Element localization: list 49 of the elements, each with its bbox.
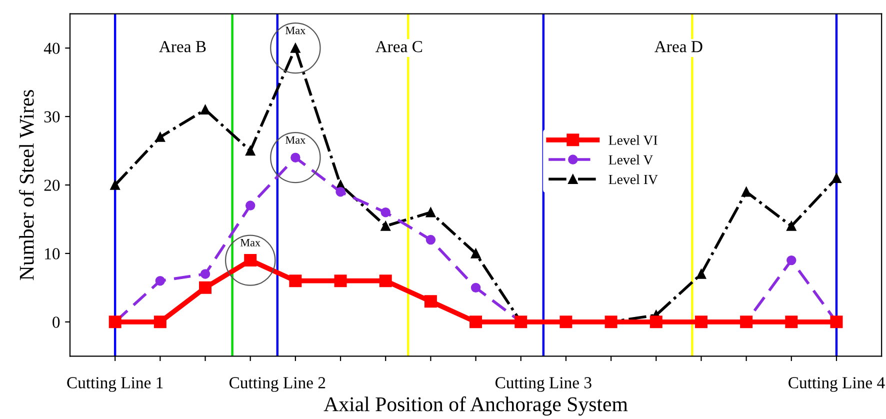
point [289,274,302,288]
point [832,173,842,184]
point [200,269,210,279]
point [154,316,166,328]
point [380,221,390,231]
point [470,248,481,258]
legend-label: Level IV [608,174,658,184]
annotation: Max [240,239,260,246]
point [785,316,798,328]
annotation: Max [286,136,306,144]
y-tick-label: 10 [45,248,60,260]
y-tick-label: 30 [44,111,60,122]
y-tick-label: 0 [52,316,60,328]
point [426,208,436,218]
text: Cutting Line 3 [495,377,592,392]
point [334,274,347,288]
legend-label: Level V [608,154,654,165]
point [245,200,256,210]
point [155,276,166,286]
point [336,186,346,197]
point [110,180,120,190]
text: Cutting Line 2 [229,377,326,392]
point [470,316,482,328]
point [379,274,392,288]
x-axis-title: Axial Position of Anchorage System [324,396,628,416]
text: Cutting Line 4 [788,377,885,392]
y-axis-title: Number of Steel Wires [18,90,34,280]
point [380,208,390,218]
annotation: Area D [654,41,702,52]
annotation: Area B [159,41,206,52]
y-tick-label: 40 [44,42,60,54]
point [290,43,300,53]
y-tick-label: 20 [44,180,60,191]
point [245,146,256,156]
annotation: Max [286,26,306,34]
text: Cutting Line 1 [67,377,163,392]
point [199,281,212,294]
point [470,282,481,293]
point [426,234,436,245]
point [696,269,706,279]
point [290,152,300,162]
point [786,255,796,266]
annotation: Area C [375,41,422,52]
point [155,132,166,142]
point [424,295,437,308]
legend-label: Level VI [608,135,658,145]
point [741,186,752,197]
point [200,104,210,115]
point [786,221,796,231]
